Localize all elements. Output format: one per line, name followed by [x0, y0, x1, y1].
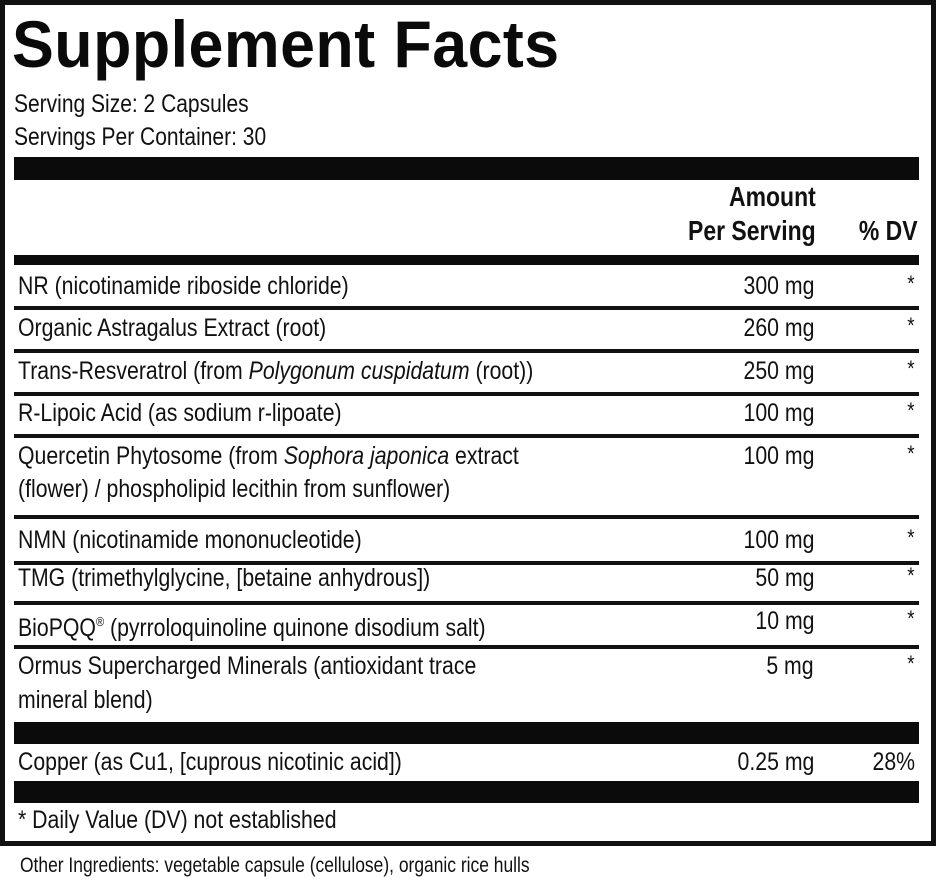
ingredient-dv: *	[907, 441, 915, 466]
row-divider	[14, 645, 919, 649]
ingredient-latin-name: Polygonum cuspidatum	[248, 357, 470, 385]
ingredient-amount: 100 mg	[743, 526, 814, 554]
header-amount-line2: Per Serving	[688, 215, 816, 246]
row-divider	[14, 515, 919, 519]
ingredient-name: Organic Astragalus Extract (root)	[18, 314, 327, 342]
ingredient-amount: 260 mg	[743, 314, 814, 342]
ingredient-dv: *	[907, 525, 915, 550]
dv-footnote: * Daily Value (DV) not established	[18, 806, 337, 834]
label-title: Supplement Facts	[12, 7, 560, 81]
ingredient-dv: *	[907, 271, 915, 296]
ingredient-name-line2: mineral blend)	[18, 686, 153, 714]
ingredient-amount: 10 mg	[754, 607, 814, 635]
thick-divider-mineral	[14, 722, 919, 744]
row-divider	[14, 349, 919, 353]
other-ingredients: Other Ingredients: vegetable capsule (ce…	[20, 854, 530, 877]
thick-divider-top	[14, 157, 919, 180]
header-amount-line1: Amount	[729, 181, 816, 212]
ingredient-latin-name: Sophora japonica	[283, 442, 450, 470]
ingredient-amount: 100 mg	[743, 442, 814, 470]
ingredient-dv: *	[907, 651, 915, 676]
header-divider	[14, 255, 919, 265]
mineral-dv: 28%	[872, 748, 915, 776]
ingredient-dv: *	[907, 356, 915, 381]
row-divider	[14, 561, 919, 565]
ingredient-name: Quercetin Phytosome (from Sophora japoni…	[18, 442, 519, 470]
ingredient-amount: 100 mg	[743, 399, 814, 427]
mineral-name: Copper (as Cu1, [cuprous nicotinic acid]…	[18, 748, 402, 776]
header-dv: % DV	[859, 215, 918, 246]
ingredient-name: Ormus Supercharged Minerals (antioxidant…	[18, 652, 477, 680]
ingredient-dv: *	[907, 398, 915, 423]
ingredient-amount: 50 mg	[754, 564, 814, 592]
serving-size: Serving Size: 2 Capsules	[14, 90, 249, 118]
row-divider	[14, 306, 919, 310]
ingredient-name: BioPQQ® (pyrroloquinoline quinone disodi…	[18, 614, 486, 642]
ingredient-dv: *	[907, 313, 915, 338]
mineral-amount: 0.25 mg	[737, 748, 814, 776]
row-divider	[14, 392, 919, 396]
ingredient-amount: 300 mg	[743, 272, 814, 300]
ingredient-amount: 250 mg	[743, 357, 814, 385]
ingredient-name: NMN (nicotinamide mononucleotide)	[18, 526, 362, 554]
thick-divider-bottom	[14, 781, 919, 803]
ingredient-dv: *	[907, 606, 915, 631]
registered-mark: ®	[95, 614, 105, 629]
ingredient-dv: *	[907, 563, 915, 588]
supplement-facts-panel	[0, 0, 936, 846]
ingredient-name: R-Lipoic Acid (as sodium r-lipoate)	[18, 399, 342, 427]
row-divider	[14, 601, 919, 605]
ingredient-name: Trans-Resveratrol (from Polygonum cuspid…	[18, 357, 534, 385]
ingredient-name-line2: (flower) / phospholipid lecithin from su…	[18, 475, 451, 503]
servings-per-container: Servings Per Container: 30	[14, 123, 267, 151]
ingredient-amount: 5 mg	[766, 652, 814, 680]
row-divider	[14, 434, 919, 438]
ingredient-name: NR (nicotinamide riboside chloride)	[18, 272, 349, 300]
ingredient-name: TMG (trimethylglycine, [betaine anhydrou…	[18, 564, 431, 592]
